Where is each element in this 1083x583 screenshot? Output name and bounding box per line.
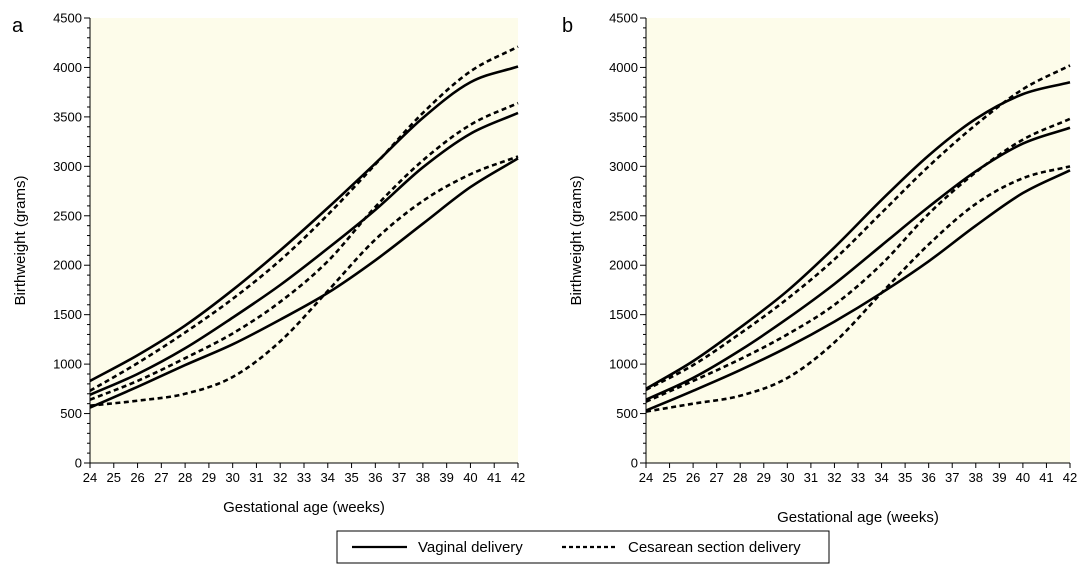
y-tick-label: 500 [60,406,82,421]
series-line-cesarean-2 [645,117,1071,403]
x-axis-title-a: Gestational age (weeks) [223,499,385,516]
axes-b: 0 500 1000 1500 2000 2500 3000 3500 4000 4500 24 25… [609,11,1077,486]
x-tick-label: 40 [1016,470,1030,485]
y-tick-label: 3000 [53,159,82,174]
x-tick-label: 38 [416,470,430,485]
y-tick-label: 4000 [53,60,82,75]
legend-label-cesarean: Cesarean section delivery [628,539,801,556]
panel-label-a: a [12,15,24,37]
x-tick-label: 41 [487,470,501,485]
series-lines-a [89,45,519,409]
x-tick-label: 32 [273,470,287,485]
y-tick-label: 3000 [609,159,638,174]
series-line-vaginal-1 [89,65,519,383]
x-tick-label: 27 [154,470,168,485]
x-tick-label: 29 [202,470,216,485]
x-tick-label: 27 [709,470,723,485]
y-axis-title-a: Birthweight (grams) [12,175,29,305]
series-line-cesarean-1 [645,64,1071,391]
x-tick-label: 41 [1039,470,1053,485]
legend-label-vaginal: Vaginal delivery [418,539,523,556]
x-tick-label: 36 [368,470,382,485]
y-tick-label: 4500 [53,11,82,26]
y-tick-label: 2000 [609,258,638,273]
y-tick-label: 4000 [609,60,638,75]
x-tick-label: 28 [733,470,747,485]
y-tick-label: 2000 [53,258,82,273]
x-axis-title-b: Gestational age (weeks) [777,509,939,526]
panel-b: b 0 500 1000 1500 2000 2500 3000 3500 4000 4500 24… [562,11,1077,527]
x-tick-label: 34 [874,470,888,485]
x-tick-label: 31 [249,470,263,485]
x-tick-label: 39 [439,470,453,485]
y-tick-label: 500 [616,406,638,421]
y-tick-label: 2500 [609,208,638,223]
x-tick-label: 29 [757,470,771,485]
x-tick-label: 28 [178,470,192,485]
legend: Vaginal delivery Cesarean section delive… [336,530,830,564]
x-tick-label: 25 [107,470,121,485]
x-tick-label: 39 [992,470,1006,485]
y-tick-label: 2500 [53,208,82,223]
series-line-cesarean-2 [89,101,519,401]
y-tick-label: 4500 [609,11,638,26]
x-tick-label: 31 [804,470,818,485]
x-tick-label: 33 [851,470,865,485]
y-tick-label: 1500 [53,307,82,322]
x-tick-label: 42 [1063,470,1077,485]
series-line-vaginal-3 [645,169,1071,412]
x-tick-label: 30 [225,470,239,485]
series-line-vaginal-2 [89,111,519,396]
series-lines-b [645,64,1071,413]
series-line-vaginal-3 [89,157,519,409]
x-tick-label: 35 [344,470,358,485]
y-tick-label: 0 [75,456,82,471]
x-tick-label: 24 [83,470,97,485]
y-tick-label: 1000 [53,357,82,372]
plot-area-b [646,18,1070,463]
x-tick-label: 26 [686,470,700,485]
x-tick-label: 34 [321,470,335,485]
x-tick-label: 24 [639,470,653,485]
x-tick-label: 26 [130,470,144,485]
y-tick-label: 3500 [609,109,638,124]
y-tick-label: 0 [631,456,638,471]
y-tick-label: 1500 [609,307,638,322]
x-tick-label: 30 [780,470,794,485]
x-tick-label: 38 [969,470,983,485]
series-line-cesarean-3 [645,165,1071,413]
y-tick-label: 1000 [609,357,638,372]
x-tick-label: 40 [463,470,477,485]
x-tick-label: 35 [898,470,912,485]
x-tick-label: 36 [921,470,935,485]
y-axis-title-b: Birthweight (grams) [568,175,585,305]
x-tick-label: 42 [511,470,525,485]
x-tick-label: 32 [827,470,841,485]
x-tick-label: 37 [392,470,406,485]
x-tick-label: 37 [945,470,959,485]
x-tick-label: 33 [297,470,311,485]
axes-a: 0 500 1000 1500 2000 2500 3000 3500 4000 4500 24 25… [53,11,525,486]
panel-a: a 0 500 1000 1500 2000 2500 3000 3500 4000 4500 24… [12,11,525,517]
x-tick-label: 25 [662,470,676,485]
series-line-cesarean-1 [89,45,519,392]
panel-label-b: b [562,15,573,37]
y-tick-label: 3500 [53,109,82,124]
